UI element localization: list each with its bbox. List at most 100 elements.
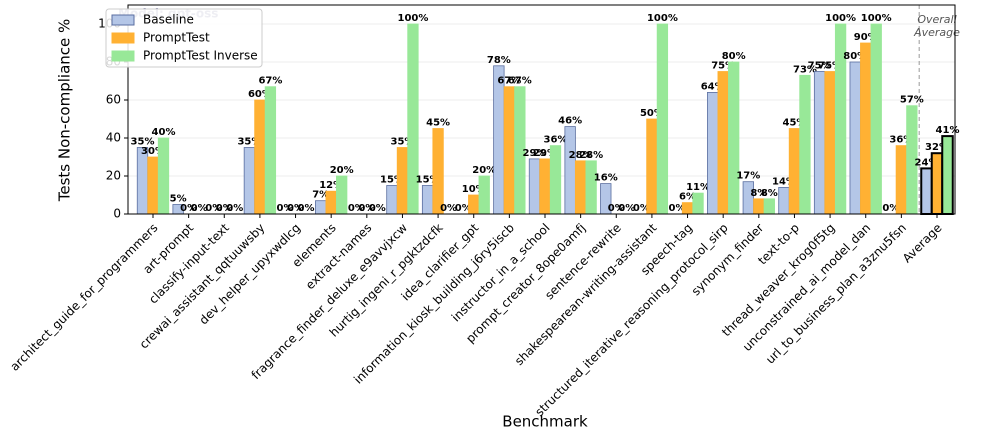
y-tick-label: 0 (113, 207, 121, 221)
bar (157, 137, 170, 215)
value-label: 29% (523, 148, 547, 159)
x-tick-label: Average (900, 221, 945, 266)
legend-swatch (111, 50, 135, 62)
value-label: 36% (889, 135, 913, 146)
bar (585, 160, 597, 215)
value-label: 30% (141, 146, 165, 157)
value-label: 0% (369, 203, 386, 214)
bar (860, 42, 872, 215)
legend-label: PromptTest Inverse (143, 49, 258, 63)
annotation: Average (913, 26, 960, 39)
value-label: 90% (854, 32, 878, 43)
value-label: 60% (248, 89, 272, 100)
bar (503, 86, 516, 215)
x-axis-title: Benchmark (502, 413, 588, 431)
y-tick-label: 60 (106, 93, 121, 107)
value-label: 16% (594, 173, 618, 184)
bar (407, 23, 419, 215)
bar (813, 71, 826, 215)
value-label: 14% (772, 176, 796, 187)
annotation: Overall (917, 13, 956, 26)
bar (325, 190, 337, 215)
bar (681, 202, 694, 215)
bar (692, 192, 704, 215)
bar (849, 61, 861, 215)
value-label: 11% (686, 182, 710, 193)
bar (707, 92, 719, 215)
bar (753, 198, 765, 215)
value-label: 0% (277, 203, 294, 214)
value-label: 75% (818, 61, 842, 72)
bar (539, 158, 551, 215)
y-tick-label: 40 (106, 131, 121, 145)
value-label: 8% (750, 188, 767, 199)
value-label: 15% (416, 175, 440, 186)
x-tick-label: architect_guide_for_programmers (8, 221, 161, 374)
value-label: 0% (180, 203, 197, 214)
value-label: 28% (569, 150, 593, 161)
value-label: 46% (558, 116, 582, 127)
value-label: 0% (618, 203, 635, 214)
value-label: 100% (398, 13, 429, 24)
value-label: 0% (455, 203, 472, 214)
value-label: 10% (462, 184, 486, 195)
bar (386, 185, 398, 215)
bar (396, 147, 409, 215)
value-label: 45% (426, 118, 450, 129)
bar (941, 135, 954, 216)
value-label: 15% (380, 175, 404, 186)
value-label: 24% (915, 157, 939, 168)
bar (254, 99, 266, 215)
bar (574, 160, 587, 215)
value-label: 0% (669, 203, 686, 214)
bar (315, 200, 327, 215)
value-label: 45% (782, 118, 806, 129)
bar (264, 86, 277, 215)
value-label: 57% (900, 95, 924, 106)
value-label: 7% (312, 190, 329, 201)
bar (528, 158, 541, 215)
value-label: 12% (319, 180, 343, 191)
value-label: 75% (711, 61, 735, 72)
value-label: 36% (544, 135, 568, 146)
bar (336, 175, 348, 215)
y-tick-label: 20 (106, 169, 121, 183)
value-label: 100% (647, 13, 678, 24)
bar (432, 128, 444, 215)
value-label: 80% (843, 51, 867, 62)
bar (468, 194, 480, 215)
bar (895, 145, 908, 215)
value-label: 32% (925, 142, 949, 153)
value-label: 5% (170, 194, 187, 205)
bar (920, 167, 933, 215)
value-label: 67% (497, 76, 521, 87)
legend-swatch (111, 32, 135, 44)
value-label: 0% (608, 203, 625, 214)
bar (646, 118, 658, 215)
value-label: 80% (722, 51, 746, 62)
value-label: 0% (226, 203, 243, 214)
legend-swatch (111, 14, 135, 26)
bar (824, 71, 836, 215)
bar (493, 65, 505, 215)
value-label: 0% (633, 203, 650, 214)
bar (478, 175, 490, 215)
legend-label: Baseline (143, 13, 194, 27)
bar (147, 156, 159, 215)
value-label: 67% (258, 76, 282, 87)
value-label: 0% (191, 203, 208, 214)
value-label: 35% (237, 137, 261, 148)
value-label: 73% (793, 64, 817, 75)
bar (564, 126, 576, 215)
value-label: 0% (882, 203, 899, 214)
value-label: 0% (358, 203, 375, 214)
value-label: 6% (679, 192, 696, 203)
value-label: 64% (701, 81, 725, 92)
value-label: 35% (390, 137, 414, 148)
legend-label: PromptTest (143, 31, 210, 45)
bar (763, 198, 775, 215)
bar (778, 186, 790, 215)
bar (728, 61, 740, 215)
bar (870, 23, 882, 215)
legend: Baseline PromptTest PromptTest Inverse (105, 8, 263, 68)
